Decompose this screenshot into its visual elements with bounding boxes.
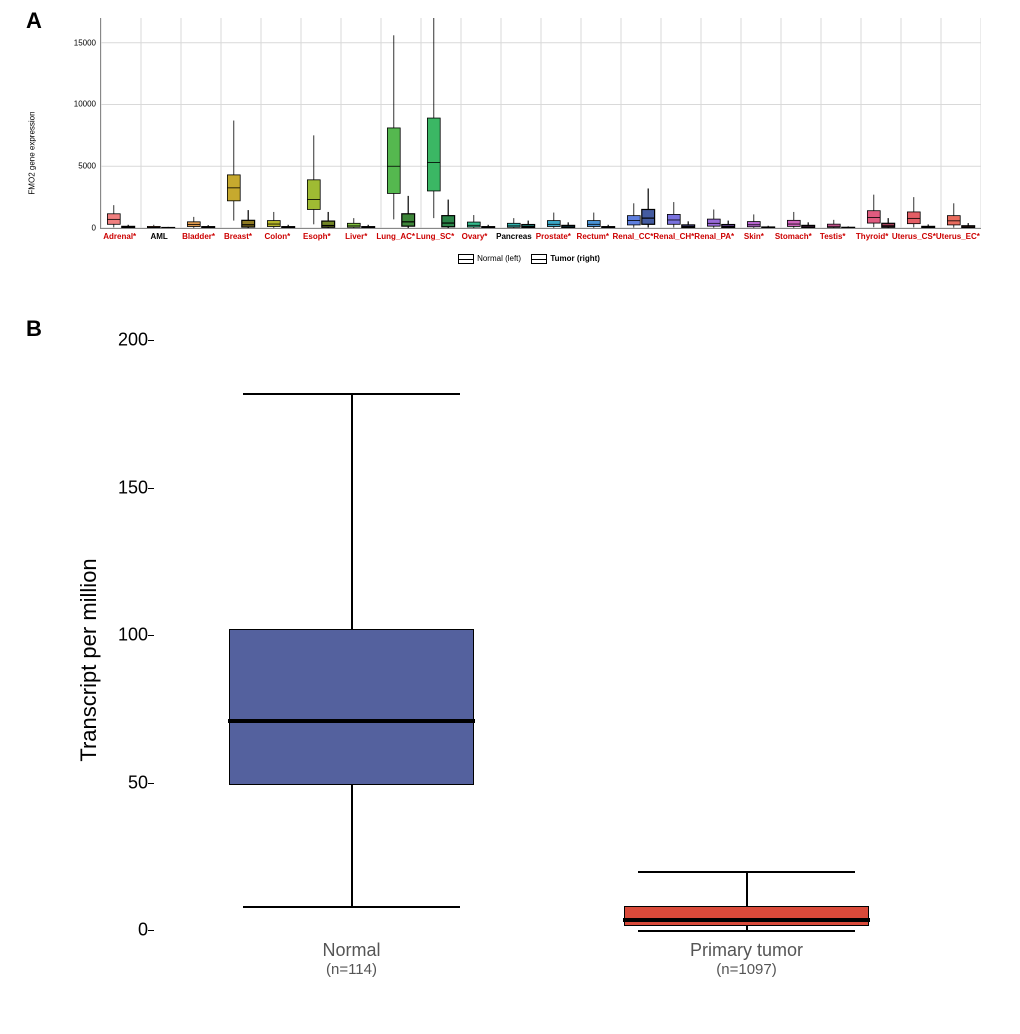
panel-a-xlabel: Uterus_CS* bbox=[892, 232, 936, 252]
panel-b-ylabel: Transcript per million bbox=[76, 558, 102, 761]
panel-a-plot bbox=[100, 18, 981, 229]
legend-label-tumor: Tumor (right) bbox=[550, 254, 600, 263]
panel-a-xlabels: Adrenal*AMLBladder*Breast*Colon*Esoph*Li… bbox=[100, 232, 980, 252]
panel-a-xlabel: Lung_SC* bbox=[415, 232, 454, 252]
panel-a-xlabel: Rectum* bbox=[573, 232, 612, 252]
panel-a-ytick: 5000 bbox=[60, 162, 96, 171]
panel-a-xlabel: AML bbox=[139, 232, 178, 252]
panel-a-xlabel: Thyroid* bbox=[852, 232, 891, 252]
legend-swatch-tumor bbox=[531, 254, 547, 264]
legend-label-normal: Normal (left) bbox=[477, 254, 521, 263]
panel-b-label: B bbox=[26, 316, 42, 342]
panel-b-xlabel: Primary tumor(n=1097) bbox=[549, 940, 944, 990]
panel-a-xlabel: Renal_CC* bbox=[612, 232, 653, 252]
panel-a-xlabel: Breast* bbox=[218, 232, 257, 252]
panel-a-xlabel: Stomach* bbox=[774, 232, 813, 252]
panel-b: Transcript per million Normal(n=114)Prim… bbox=[84, 330, 964, 990]
panel-a-svg bbox=[101, 18, 981, 228]
panel-a-ytick: 0 bbox=[60, 224, 96, 233]
panel-a-xlabel: Bladder* bbox=[179, 232, 218, 252]
panel-a-ytick: 10000 bbox=[60, 100, 96, 109]
figure-root: A FMO2 gene expression Adrenal*AMLBladde… bbox=[0, 0, 1020, 1034]
panel-b-ytick: 150 bbox=[114, 477, 148, 498]
panel-b-ytick: 50 bbox=[114, 772, 148, 793]
panel-a-xlabel: Esoph* bbox=[297, 232, 336, 252]
panel-a-ylabel: FMO2 gene expression bbox=[28, 111, 37, 194]
panel-a-ytick: 15000 bbox=[60, 38, 96, 47]
panel-b-ytick: 0 bbox=[114, 920, 148, 941]
panel-b-plot bbox=[154, 340, 944, 930]
panel-a-xlabel: Renal_PA* bbox=[694, 232, 734, 252]
panel-b-ytick: 200 bbox=[114, 330, 148, 351]
panel-b-box bbox=[624, 906, 869, 925]
panel-b-xlabels: Normal(n=114)Primary tumor(n=1097) bbox=[154, 940, 944, 990]
panel-a-xlabel: Renal_CH* bbox=[653, 232, 694, 252]
panel-a-xlabel: Lung_AC* bbox=[376, 232, 415, 252]
panel-a-xlabel: Ovary* bbox=[455, 232, 494, 252]
panel-a-xlabel: Colon* bbox=[258, 232, 297, 252]
panel-a-xlabel: Uterus_EC* bbox=[936, 232, 980, 252]
panel-b-box bbox=[229, 629, 474, 785]
panel-b-xlabel: Normal(n=114) bbox=[154, 940, 549, 990]
panel-a-xlabel: Testis* bbox=[813, 232, 852, 252]
panel-a: FMO2 gene expression Adrenal*AMLBladder*… bbox=[60, 18, 990, 288]
panel-b-ytick: 100 bbox=[114, 625, 148, 646]
panel-a-xlabel: Liver* bbox=[337, 232, 376, 252]
panel-a-label: A bbox=[26, 8, 42, 34]
panel-a-xlabel: Pancreas bbox=[494, 232, 533, 252]
panel-a-xlabel: Prostate* bbox=[534, 232, 573, 252]
panel-a-xlabel: Adrenal* bbox=[100, 232, 139, 252]
panel-a-legend: Normal (left) Tumor (right) bbox=[60, 254, 990, 264]
panel-a-xlabel: Skin* bbox=[734, 232, 773, 252]
legend-swatch-normal bbox=[458, 254, 474, 264]
